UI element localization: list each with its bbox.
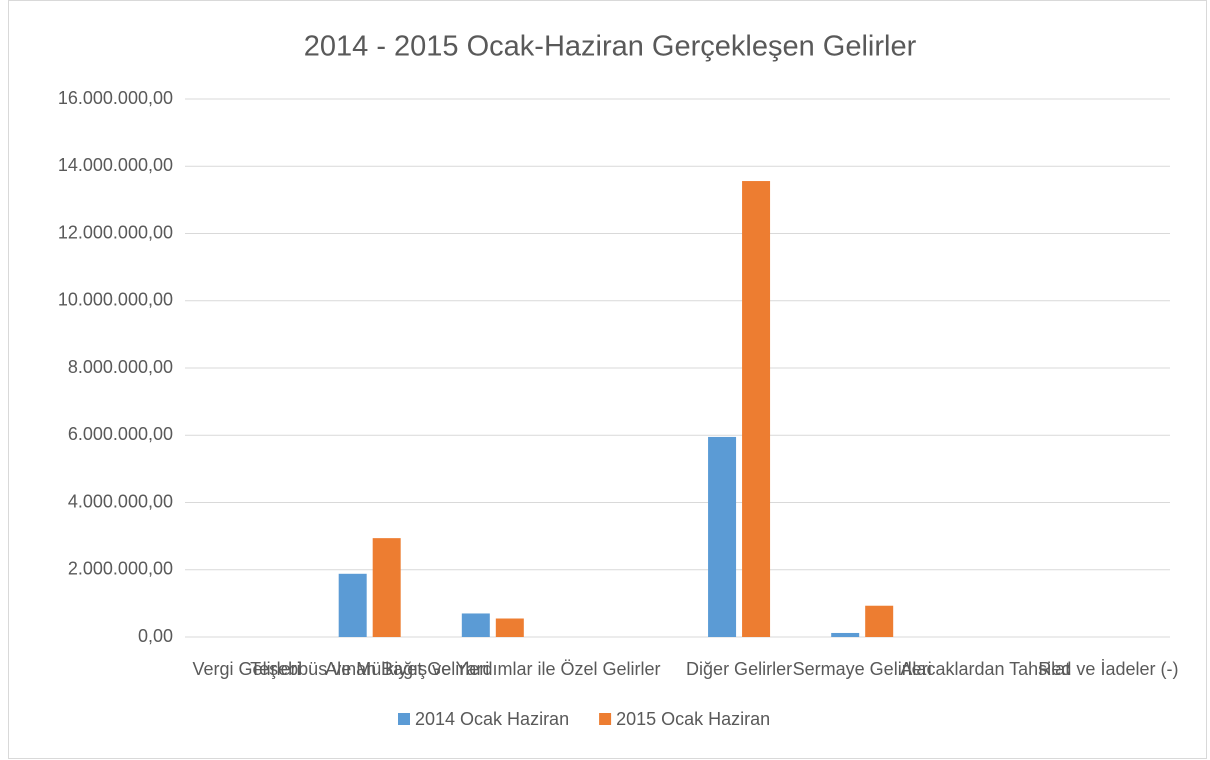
y-tick-label: 14.000.000,00 [58,155,173,175]
x-tick-label: Alınan Bağış ve Yardımlar ile Özel Gelir… [325,659,660,679]
legend-swatch [398,713,410,725]
bar [338,573,367,637]
legend-label: 2015 Ocak Haziran [616,709,770,729]
y-tick-label: 10.000.000,00 [58,290,173,310]
bar [708,436,737,637]
bar [865,605,894,637]
bar [742,181,771,638]
x-tick-label: Red ve İadeler (-) [1038,659,1178,679]
y-tick-label: 0,00 [138,626,173,646]
legend-label: 2014 Ocak Haziran [415,709,569,729]
bar [831,632,860,637]
y-tick-label: 6.000.000,00 [68,424,173,444]
bar [372,538,401,637]
y-tick-label: 8.000.000,00 [68,357,173,377]
y-tick-label: 12.000.000,00 [58,222,173,242]
chart-title: 2014 - 2015 Ocak-Haziran Gerçekleşen Gel… [304,31,917,63]
x-tick-label: Vergi Gelirleri [193,659,301,679]
y-tick-label: 16.000.000,00 [58,88,173,108]
x-tick-label: Diğer Gelirler [686,659,792,679]
bar [495,618,524,637]
chart-border [8,0,1207,759]
y-tick-label: 2.000.000,00 [68,559,173,579]
x-tick-label: Sermaye Gelirleri [793,659,932,679]
bar [461,613,490,637]
y-tick-label: 4.000.000,00 [68,491,173,511]
x-tick-label: Teşebbüs ve Mülkiyet Gelirleri [250,659,489,679]
x-tick-label: Alacaklardan Tahsilat [900,659,1070,679]
legend-swatch [599,713,612,725]
